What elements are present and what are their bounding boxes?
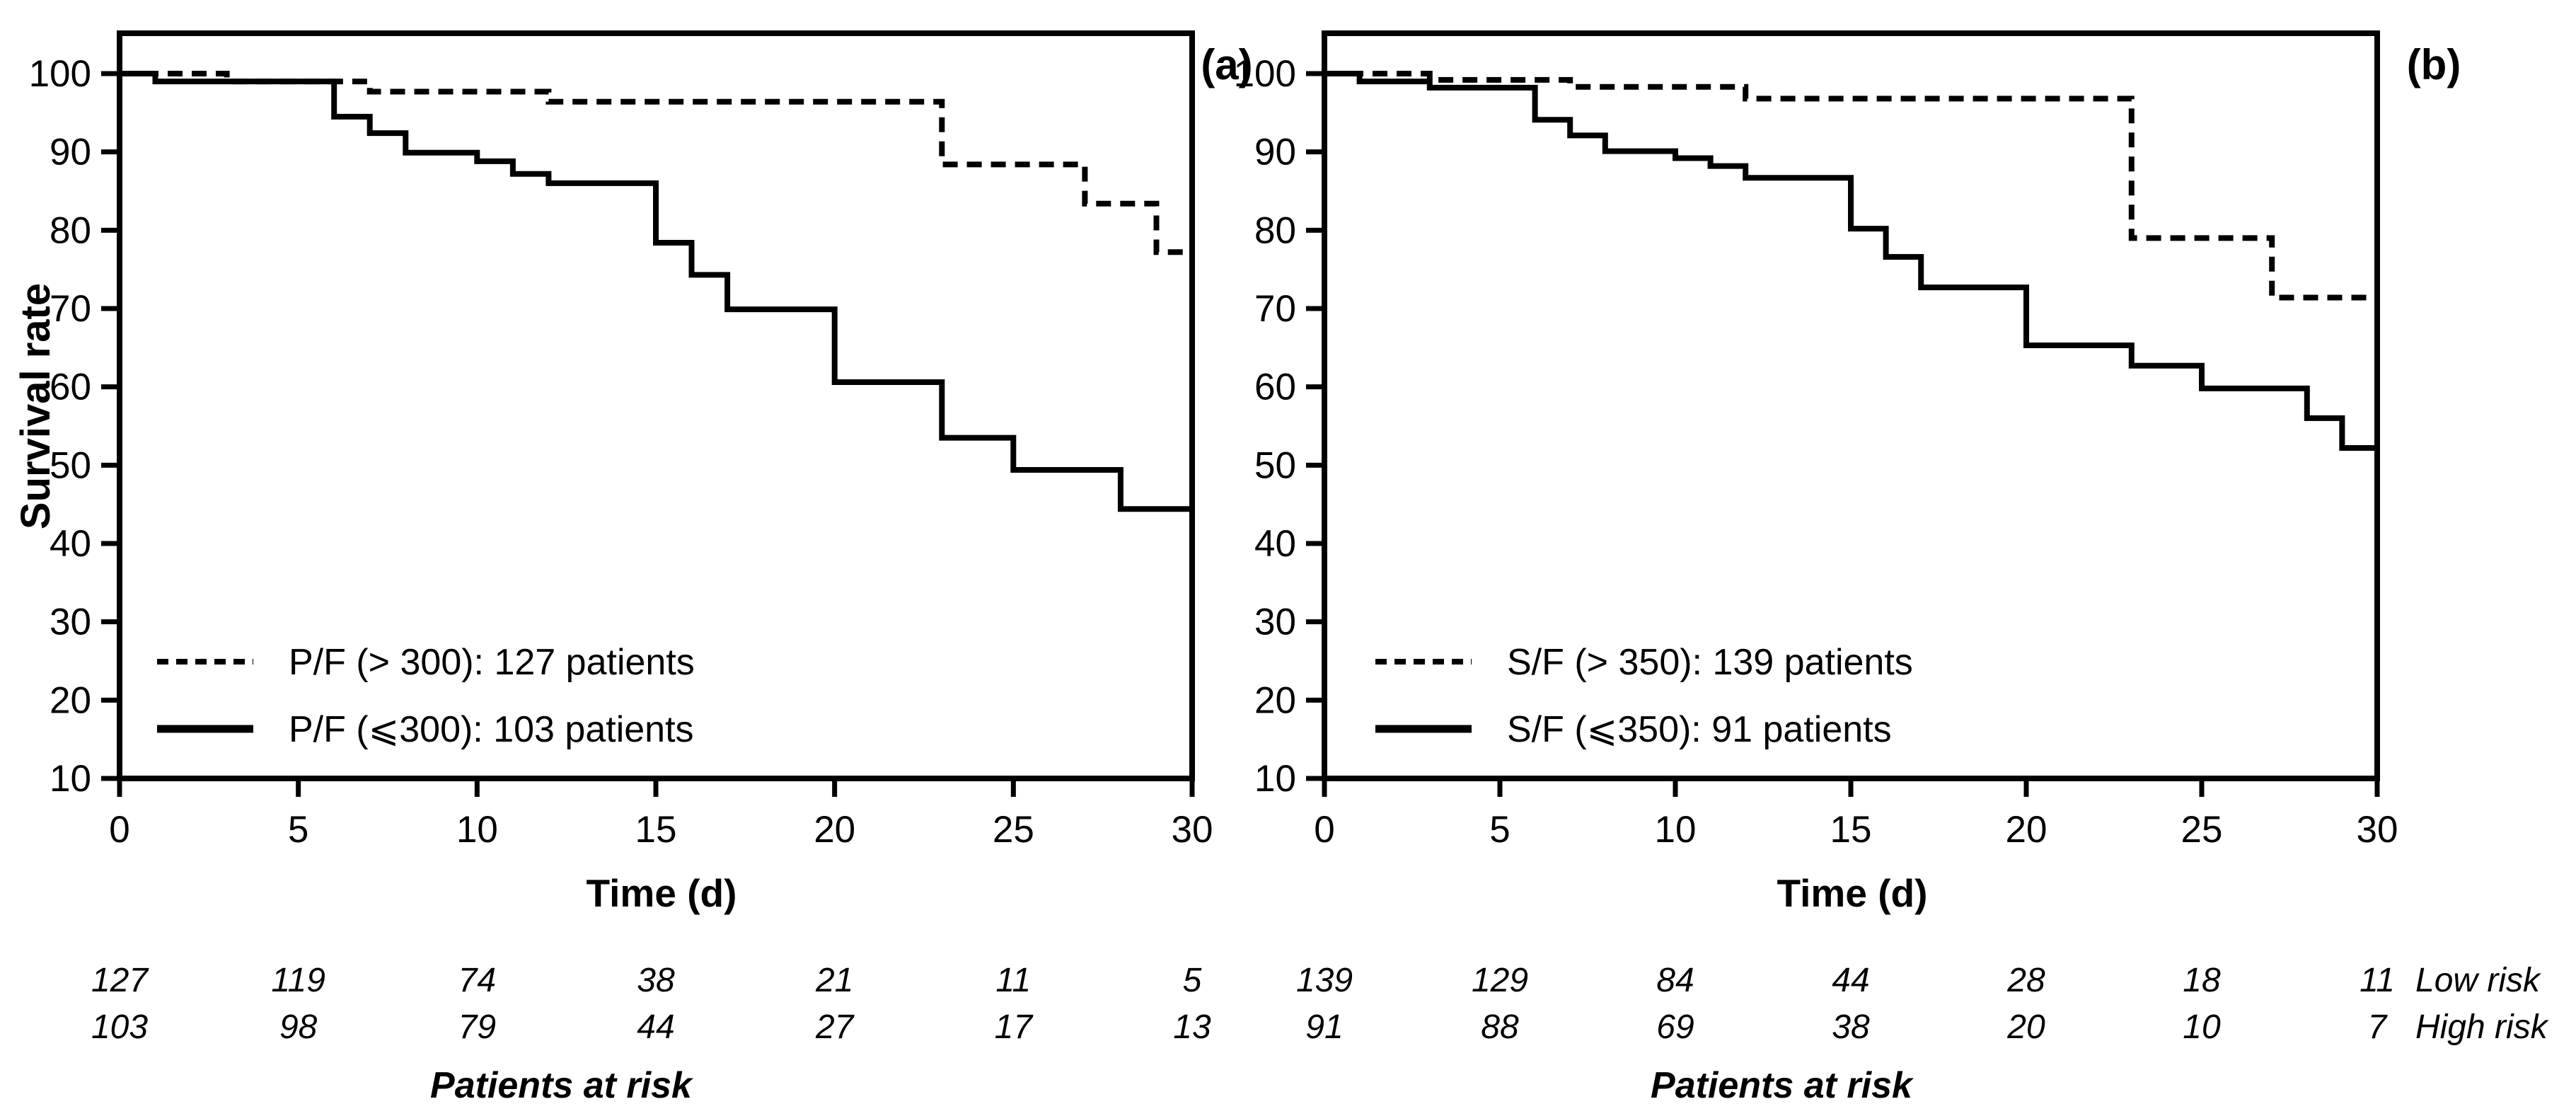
x-tick-label: 25 [2181, 809, 2223, 851]
x-tick-label: 30 [2357, 809, 2398, 851]
y-tick-label: 70 [1254, 288, 1296, 330]
y-tick-label: 100 [29, 53, 91, 95]
at-risk-count: 5 [1183, 962, 1202, 999]
y-tick-label: 50 [50, 444, 91, 486]
y-axis-title: Survival rate [13, 283, 59, 529]
y-tick-label: 40 [1254, 523, 1296, 565]
risk-group-label: Low risk [2415, 962, 2542, 999]
at-risk-count: 10 [2183, 1008, 2221, 1046]
at-risk-count: 91 [1305, 1008, 1343, 1046]
at-risk-count: 127 [91, 962, 149, 999]
at-risk-count: 27 [815, 1008, 855, 1046]
y-tick-label: 80 [50, 209, 91, 251]
y-tick-label: 100 [1234, 53, 1296, 95]
x-tick-label: 30 [1172, 809, 1213, 851]
y-tick-label: 30 [50, 602, 91, 643]
patients-at-risk-footer: Patients at risk [430, 1065, 694, 1106]
at-risk-count: 44 [637, 1008, 674, 1046]
x-axis-title: Time (d) [1777, 871, 1928, 915]
at-risk-count: 119 [271, 962, 325, 999]
y-tick-label: 50 [1254, 444, 1296, 486]
x-tick-label: 10 [1655, 809, 1697, 851]
at-risk-count: 129 [1472, 962, 1528, 999]
panel-label: (a) [1201, 41, 1252, 88]
x-tick-label: 5 [1489, 809, 1510, 851]
legend-label: S/F (⩽350): 91 patients [1507, 709, 1892, 750]
at-risk-count: 28 [2006, 962, 2045, 999]
y-tick-label: 20 [1254, 679, 1296, 721]
y-tick-label: 40 [50, 523, 91, 565]
at-risk-count: 74 [458, 962, 496, 999]
y-tick-label: 60 [50, 367, 91, 408]
at-risk-count: 20 [2006, 1008, 2045, 1046]
survival-curve-high-risk [120, 71, 1192, 512]
x-tick-label: 20 [2006, 809, 2047, 851]
y-tick-label: 30 [1254, 602, 1296, 643]
at-risk-count: 88 [1481, 1008, 1519, 1046]
at-risk-count: 103 [91, 1008, 148, 1046]
x-tick-label: 0 [109, 809, 129, 851]
y-tick-label: 60 [1254, 367, 1296, 408]
at-risk-count: 21 [815, 962, 853, 999]
at-risk-count: 98 [279, 1008, 318, 1046]
survival-curve-low-risk [120, 71, 1192, 255]
risk-group-label: High risk [2415, 1008, 2550, 1046]
at-risk-count: 38 [637, 962, 675, 999]
panel-label: (b) [2407, 41, 2461, 88]
y-tick-label: 20 [50, 679, 91, 721]
y-tick-label: 90 [50, 132, 91, 173]
y-tick-label: 10 [1254, 758, 1296, 800]
at-risk-count: 84 [1656, 962, 1694, 999]
y-tick-label: 10 [50, 758, 91, 800]
at-risk-count: 11 [2360, 962, 2395, 999]
x-tick-label: 20 [814, 809, 855, 851]
at-risk-count: 139 [1296, 962, 1353, 999]
x-axis-title: Time (d) [587, 871, 737, 915]
x-tick-label: 15 [1830, 809, 1872, 851]
patients-at-risk-footer: Patients at risk [1651, 1065, 1914, 1106]
y-tick-label: 70 [50, 288, 91, 330]
x-tick-label: 0 [1314, 809, 1334, 851]
legend-label: P/F (⩽300): 103 patients [289, 709, 694, 750]
legend-label: P/F (> 300): 127 patients [289, 642, 695, 683]
at-risk-count: 79 [458, 1008, 496, 1046]
at-risk-count: 13 [1173, 1008, 1211, 1046]
y-tick-label: 80 [1254, 209, 1296, 251]
legend-label: S/F (> 350): 139 patients [1507, 642, 1913, 683]
x-tick-label: 25 [993, 809, 1034, 851]
at-risk-count: 11 [995, 962, 1031, 999]
at-risk-count: 44 [1832, 962, 1869, 999]
at-risk-count: 17 [995, 1008, 1034, 1046]
x-tick-label: 5 [288, 809, 308, 851]
survival-curve-high-risk [1324, 71, 2377, 451]
at-risk-count: 38 [1832, 1008, 1870, 1046]
x-tick-label: 10 [456, 809, 498, 851]
survival-curve-low-risk [1324, 71, 2377, 301]
at-risk-count: 7 [2368, 1008, 2389, 1046]
at-risk-count: 69 [1656, 1008, 1694, 1046]
y-tick-label: 90 [1254, 132, 1296, 173]
at-risk-count: 18 [2183, 962, 2221, 999]
x-tick-label: 15 [635, 809, 677, 851]
